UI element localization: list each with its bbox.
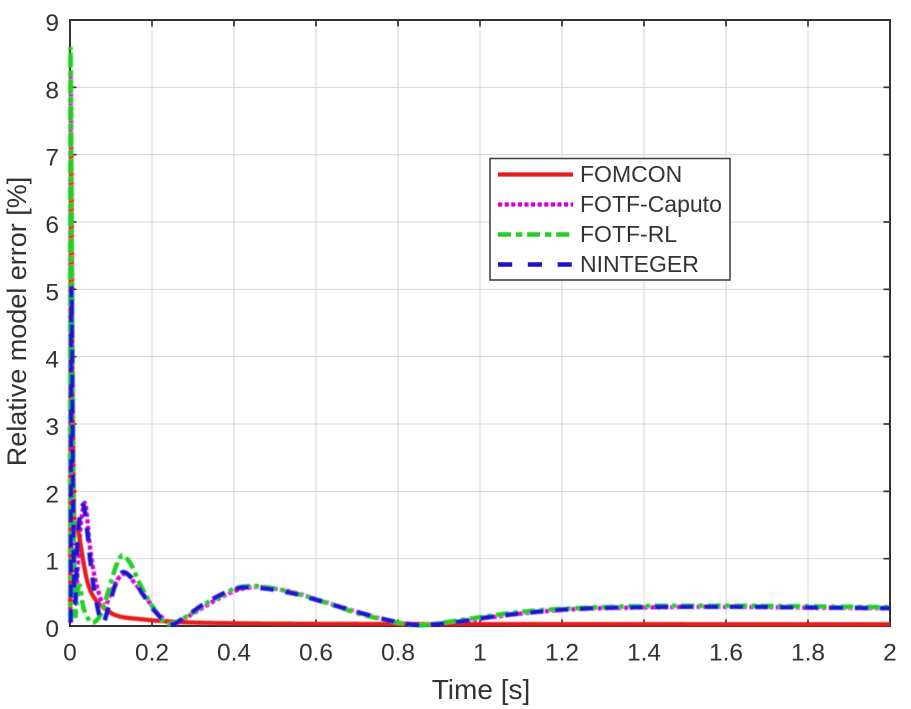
svg-text:4: 4	[45, 347, 59, 374]
svg-text:5: 5	[45, 279, 59, 306]
svg-text:0.8: 0.8	[381, 640, 415, 667]
svg-text:8: 8	[45, 77, 59, 104]
svg-text:1.8: 1.8	[791, 640, 825, 667]
svg-text:1.2: 1.2	[545, 640, 579, 667]
svg-text:1.4: 1.4	[627, 640, 661, 667]
svg-text:9: 9	[45, 10, 59, 37]
svg-text:0.4: 0.4	[217, 640, 251, 667]
svg-text:2: 2	[45, 481, 59, 508]
svg-text:FOMCON: FOMCON	[580, 161, 682, 187]
svg-text:0: 0	[63, 640, 77, 667]
svg-text:NINTEGER: NINTEGER	[580, 251, 699, 277]
svg-text:Relative model error [%]: Relative model error [%]	[2, 177, 32, 467]
svg-text:7: 7	[45, 145, 59, 172]
svg-text:Time [s]: Time [s]	[432, 674, 531, 705]
svg-text:1: 1	[45, 549, 59, 576]
svg-text:6: 6	[45, 212, 59, 239]
svg-text:0.2: 0.2	[135, 640, 169, 667]
svg-text:0.6: 0.6	[299, 640, 333, 667]
svg-text:FOTF-RL: FOTF-RL	[580, 221, 677, 247]
svg-text:FOTF-Caputo: FOTF-Caputo	[580, 191, 722, 217]
svg-text:0: 0	[45, 616, 59, 643]
svg-text:2: 2	[883, 640, 897, 667]
svg-text:1.6: 1.6	[709, 640, 743, 667]
svg-text:1: 1	[473, 640, 487, 667]
svg-text:3: 3	[45, 414, 59, 441]
